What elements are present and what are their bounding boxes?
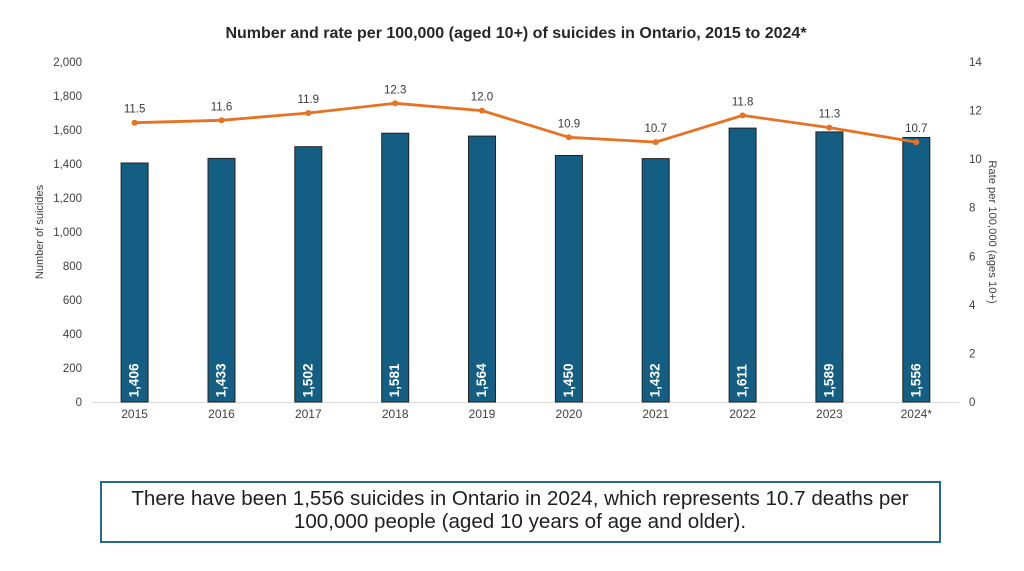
svg-text:2016: 2016: [208, 407, 235, 421]
svg-text:Number of suicides: Number of suicides: [34, 184, 46, 279]
svg-text:1,611: 1,611: [735, 364, 750, 398]
svg-text:1,450: 1,450: [561, 363, 576, 397]
svg-text:2020: 2020: [556, 407, 583, 421]
svg-text:11.8: 11.8: [732, 96, 754, 108]
svg-text:12.0: 12.0: [471, 92, 493, 104]
svg-text:1,200: 1,200: [53, 193, 82, 205]
svg-text:1,564: 1,564: [474, 363, 489, 397]
svg-text:10: 10: [969, 154, 982, 166]
svg-text:0: 0: [76, 397, 82, 409]
svg-text:200: 200: [63, 363, 82, 375]
svg-text:2015: 2015: [121, 407, 148, 421]
svg-text:2,000: 2,000: [53, 57, 82, 69]
svg-text:11.6: 11.6: [211, 101, 233, 113]
svg-text:6: 6: [969, 251, 975, 263]
svg-text:2024*: 2024*: [901, 407, 933, 421]
svg-text:14: 14: [969, 57, 982, 69]
svg-text:1,433: 1,433: [214, 363, 229, 397]
svg-text:10.7: 10.7: [645, 123, 667, 135]
svg-text:600: 600: [63, 295, 82, 307]
svg-text:1,406: 1,406: [127, 363, 142, 397]
svg-text:2019: 2019: [469, 407, 496, 421]
svg-text:2023: 2023: [816, 407, 843, 421]
svg-text:Rate per 100,000 (ages 10+): Rate per 100,000 (ages 10+): [986, 160, 998, 304]
svg-text:1,581: 1,581: [387, 363, 402, 397]
svg-text:1,589: 1,589: [821, 363, 836, 397]
svg-text:12: 12: [969, 106, 982, 118]
svg-text:2: 2: [969, 348, 975, 360]
svg-text:8: 8: [969, 203, 975, 215]
svg-text:1,000: 1,000: [53, 227, 82, 239]
svg-text:11.5: 11.5: [124, 104, 146, 116]
svg-text:1,432: 1,432: [648, 363, 663, 397]
svg-text:2017: 2017: [295, 407, 322, 421]
svg-text:1,600: 1,600: [53, 125, 82, 137]
svg-text:11.9: 11.9: [298, 94, 320, 106]
svg-text:800: 800: [63, 261, 82, 273]
svg-text:1,800: 1,800: [53, 91, 82, 103]
svg-text:0: 0: [969, 397, 975, 409]
svg-text:2021: 2021: [642, 407, 669, 421]
svg-text:12.3: 12.3: [384, 84, 406, 96]
svg-text:2018: 2018: [382, 407, 409, 421]
svg-text:10.7: 10.7: [905, 123, 927, 135]
svg-text:10.9: 10.9: [558, 118, 580, 130]
svg-text:Number and rate per 100,000 (a: Number and rate per 100,000 (aged 10+) o…: [225, 25, 807, 42]
svg-text:4: 4: [969, 300, 976, 312]
svg-text:1,400: 1,400: [53, 159, 82, 171]
svg-text:400: 400: [63, 329, 82, 341]
svg-text:2022: 2022: [729, 407, 756, 421]
svg-text:11.3: 11.3: [819, 109, 841, 121]
svg-text:1,502: 1,502: [300, 363, 315, 397]
svg-text:1,556: 1,556: [908, 363, 923, 397]
